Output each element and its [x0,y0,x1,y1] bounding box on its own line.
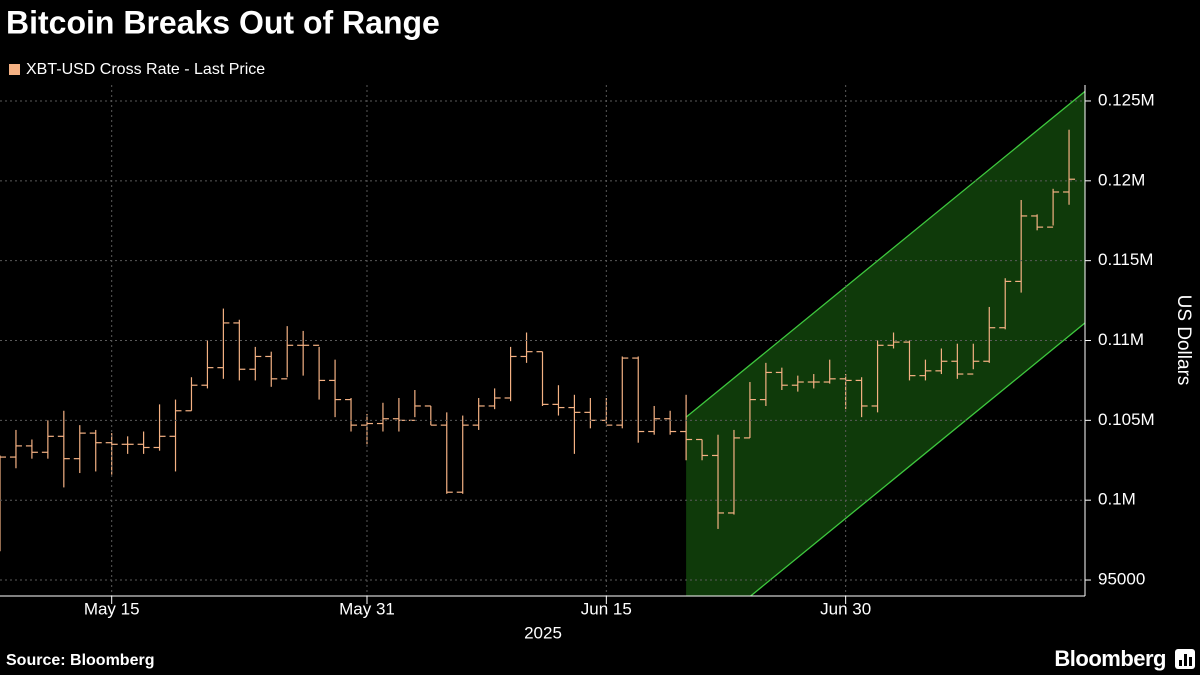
ohlc-bar [9,429,22,469]
brand: Bloomberg [1054,646,1166,671]
y-axis-title: US Dollars [1173,295,1194,386]
ohlc-bar [440,412,453,494]
ohlc-bar [408,390,421,421]
ohlc-bar [1015,199,1028,293]
y-tick-label: 0.125M [1098,90,1155,109]
y-tick-label: 0.105M [1098,410,1155,429]
ohlc-bar [137,431,150,454]
ohlc-bar [57,410,70,488]
x-tick-label: Jun 15 [581,599,632,618]
ohlc-bar [169,399,182,472]
ohlc-bar [105,433,118,475]
channel-fill [686,91,1085,596]
ohlc-bar [201,340,214,389]
y-tick-label: 0.1M [1098,490,1136,509]
y-tick-label: 0.12M [1098,170,1145,189]
ohlc-bar [967,343,980,375]
plot-area [0,90,1085,596]
ohlc-bar [25,439,38,459]
ohlc-bar [345,397,358,432]
ohlc-bar [329,359,342,418]
ohlc-bar [632,356,645,443]
ohlc-bar [360,413,373,445]
ohlc-bar [791,375,804,392]
ohlc-bar [680,394,693,461]
y-tick-label: 0.115M [1098,250,1153,269]
brand-icon [1175,649,1195,669]
ohlc-bar [456,415,469,494]
x-tick-label: May 31 [339,599,395,618]
ohlc-bar [376,402,389,432]
ohlc-bar [89,429,102,472]
ohlc-bar [807,374,820,389]
channel-lower [749,322,1085,596]
ohlc-bar [616,356,629,429]
legend-label: XBT-USD Cross Rate - Last Price [26,61,265,78]
x-tick-label: May 15 [84,599,140,618]
ohlc-bar [696,438,709,461]
channel-upper [685,90,1085,418]
ohlc-bar [185,377,198,412]
source: Source: Bloomberg [6,652,154,669]
ohlc-bar [392,397,405,432]
ohlc-bar [265,351,278,387]
ohlc-bar [871,340,884,413]
ohlc-bar [41,420,54,459]
ohlc-bar [0,455,6,552]
legend-swatch [9,64,20,75]
ohlc-bar [424,405,437,426]
x-year-label: 2025 [524,623,562,642]
ohlc-bar [951,343,964,379]
ohlc-bar [584,397,597,429]
ohlc-bar [249,346,262,381]
ohlc-bar [313,344,326,400]
ohlc-bar [520,332,533,363]
ohlc-bar [664,410,677,435]
ohlc-bar [504,346,517,402]
ohlc-bar [536,351,549,406]
ohlc-bar [233,319,246,381]
ohlc-bar [1031,214,1044,231]
x-tick-label: Jun 30 [820,599,871,618]
ohlc-bar [775,367,788,391]
ohlc-bar [759,362,772,406]
ohlc-bar [983,306,996,363]
ohlc-bar [903,340,916,381]
ohlc-bar [568,394,581,454]
ohlc-bar [855,377,868,418]
y-tick-label: 95000 [1098,570,1145,589]
y-tick-label: 0.11M [1098,330,1144,349]
ohlc-bar [73,425,86,474]
ohlc-bar [1063,129,1076,205]
ohlc-bar [712,434,725,529]
ohlc-bar [999,278,1012,330]
ohlc-bar [217,308,230,379]
ohlc-bar [281,326,294,380]
ohlc-bar [823,359,836,384]
ohlc-bar [297,330,310,376]
ohlc-bar [919,359,932,381]
ohlc-bar [727,429,740,515]
ohlc-bar [153,404,166,451]
ohlc-bar [648,405,661,435]
chart-title: Bitcoin Breaks Out of Range [6,4,440,40]
ohlc-bar [552,385,565,416]
ohlc-bar [488,388,501,410]
ohlc-bar [121,436,134,454]
ohlc-bar [887,332,900,349]
ohlc-bar [1047,188,1060,228]
ohlc-bar [935,348,948,375]
ohlc-bar [472,397,485,430]
ohlc-bar [743,382,756,439]
